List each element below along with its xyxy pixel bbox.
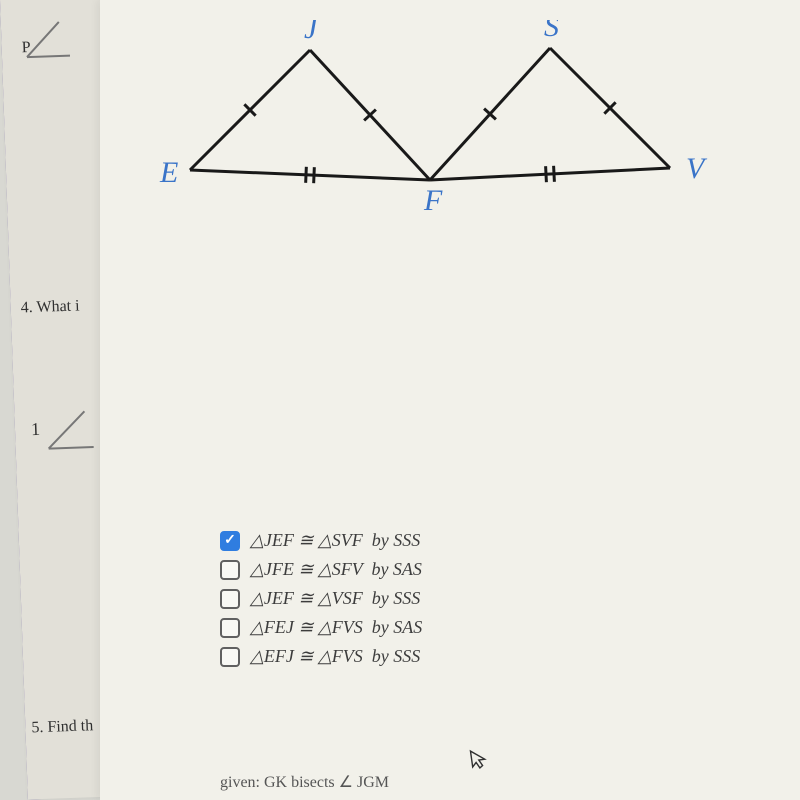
option-label-2: △JFE ≅ △SFV by SAS bbox=[250, 559, 422, 580]
checkbox-5[interactable] bbox=[220, 647, 240, 667]
bottom-snippet: given: GK bisects ∠ JGM bbox=[220, 772, 389, 792]
option-3[interactable]: △JEF ≅ △VSF by SSS bbox=[220, 588, 422, 609]
behind-q4: 4. What i bbox=[20, 297, 79, 317]
option-4[interactable]: △FEJ ≅ △FVS by SAS bbox=[220, 617, 422, 638]
svg-text:S: S bbox=[544, 20, 559, 43]
checkbox-4[interactable] bbox=[220, 618, 240, 638]
svg-text:E: E bbox=[159, 156, 178, 189]
triangle-diagram: E J F S V bbox=[130, 20, 750, 250]
option-5[interactable]: △EFJ ≅ △FVS by SSS bbox=[220, 646, 422, 667]
option-label-5: △EFJ ≅ △FVS by SSS bbox=[250, 646, 420, 667]
checkbox-3[interactable] bbox=[220, 589, 240, 609]
angle-sketch-icon bbox=[21, 15, 83, 67]
option-1[interactable]: ✓ △JEF ≅ △SVF by SSS bbox=[220, 530, 422, 551]
svg-text:J: J bbox=[304, 20, 319, 45]
option-label-1: △JEF ≅ △SVF by SSS bbox=[250, 530, 420, 551]
main-panel: E J F S V ✓ △JEF ≅ △SVF by SSS △JFE ≅ △SFV by … bbox=[100, 0, 800, 800]
svg-text:V: V bbox=[686, 152, 708, 185]
checkbox-2[interactable] bbox=[220, 560, 240, 580]
answer-options: ✓ △JEF ≅ △SVF by SSS △JFE ≅ △SFV by SAS △JE… bbox=[220, 530, 422, 675]
behind-one: 1 bbox=[31, 419, 41, 440]
option-label-3: △JEF ≅ △VSF by SSS bbox=[250, 588, 420, 609]
behind-q5: 5. Find th bbox=[31, 717, 93, 737]
svg-text:F: F bbox=[423, 184, 443, 217]
option-2[interactable]: △JFE ≅ △SFV by SAS bbox=[220, 559, 422, 580]
cursor-icon bbox=[468, 747, 490, 776]
checkbox-1[interactable]: ✓ bbox=[220, 531, 240, 551]
option-label-4: △FEJ ≅ △FVS by SAS bbox=[250, 617, 422, 638]
